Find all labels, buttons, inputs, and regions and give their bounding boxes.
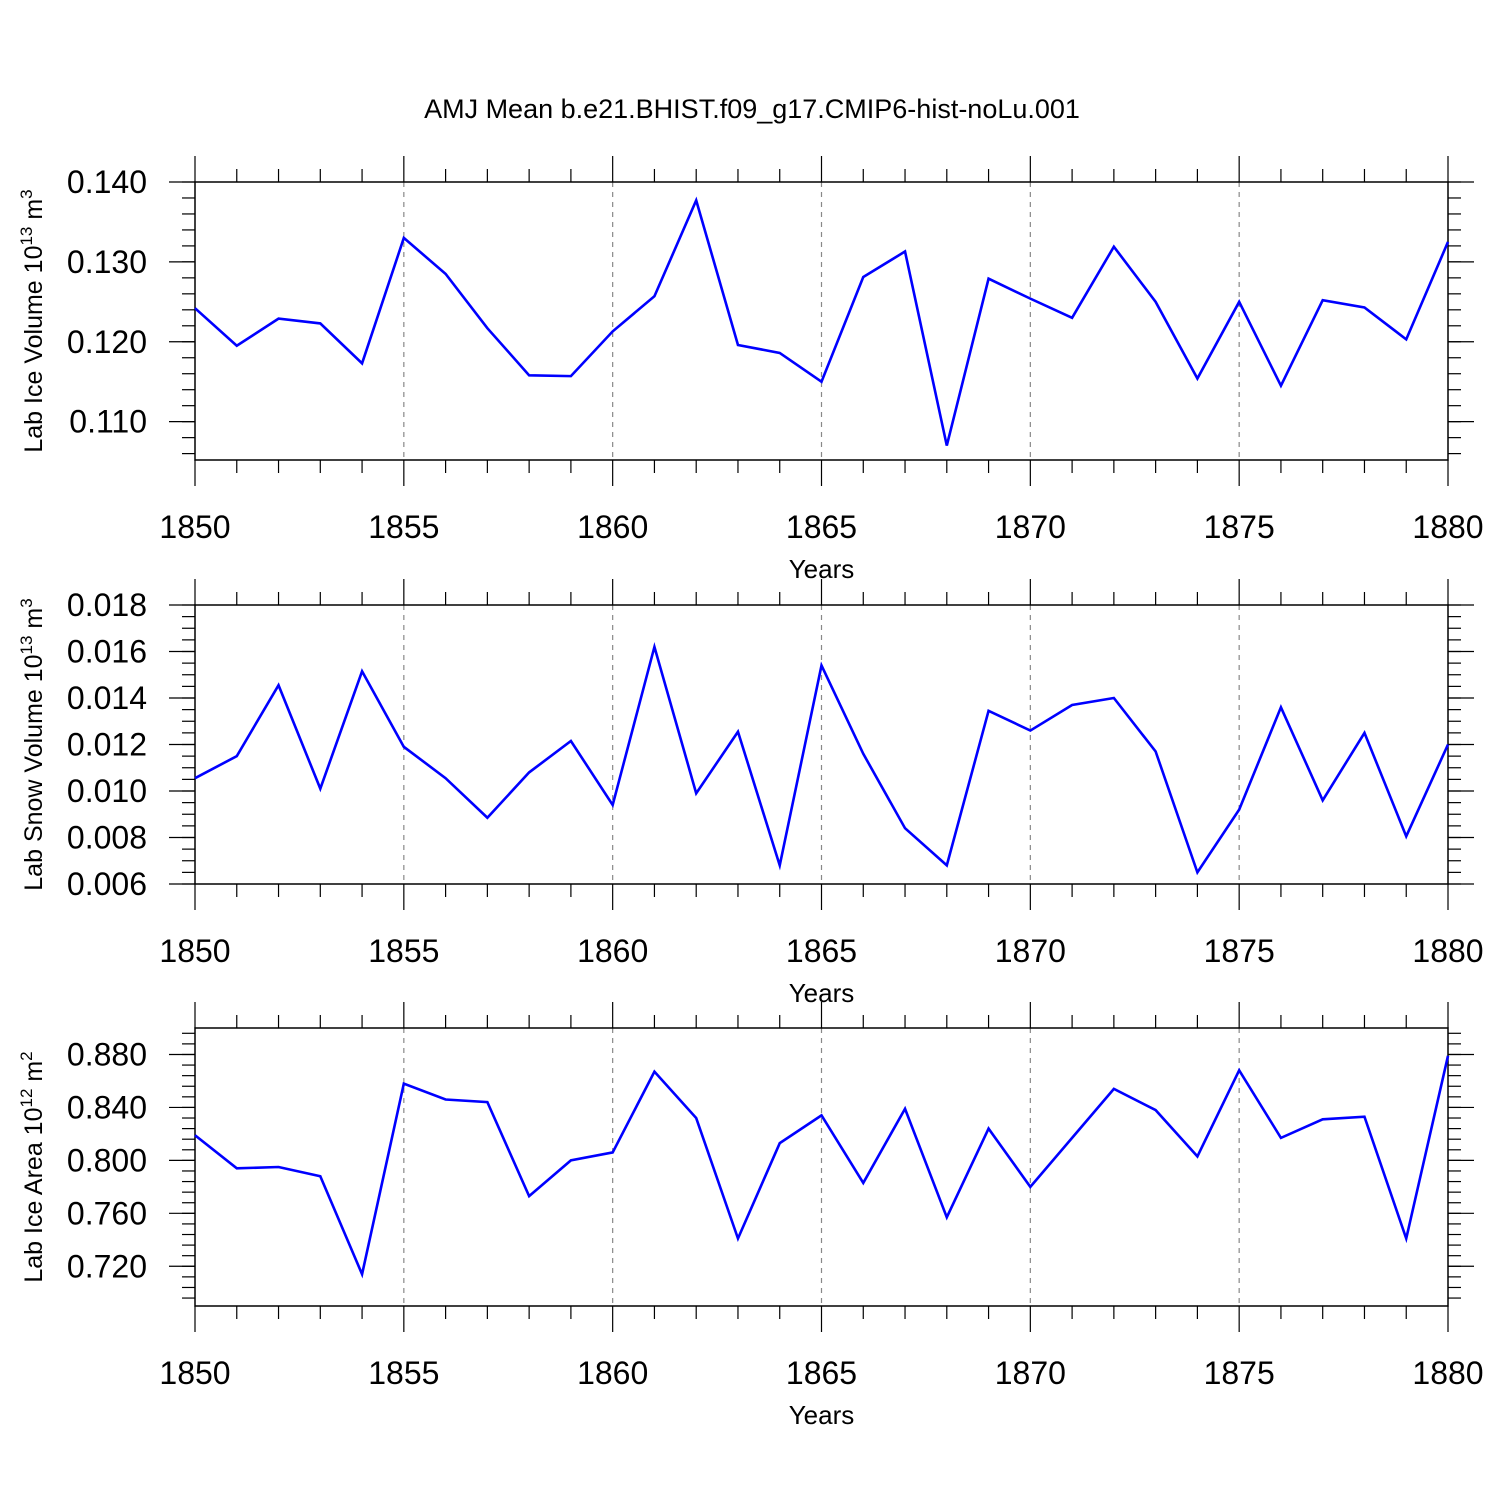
- x-tick-label: 1870: [995, 1355, 1066, 1391]
- y-tick-label: 0.014: [67, 680, 147, 716]
- y-axis-label-part: m: [20, 608, 48, 636]
- y-axis-label-part: Lab Ice Area 10: [20, 1108, 48, 1283]
- x-tick-label: 1880: [1412, 509, 1483, 545]
- y-tick-label: 0.010: [67, 773, 147, 809]
- x-tick-label: 1880: [1412, 1355, 1483, 1391]
- y-tick-label: 0.800: [67, 1142, 147, 1178]
- x-tick-label: 1865: [786, 1355, 857, 1391]
- y-tick-label: 0.840: [67, 1089, 147, 1125]
- chart-title: AMJ Mean b.e21.BHIST.f09_g17.CMIP6-hist-…: [424, 94, 1080, 124]
- y-axis-label-exponent: 3: [17, 598, 36, 607]
- y-axis-label: Lab Ice Volume 1013 m3: [17, 189, 48, 452]
- x-tick-label: 1865: [786, 933, 857, 969]
- y-tick-label: 0.140: [67, 164, 147, 200]
- y-axis-label: Lab Ice Area 1012 m2: [17, 1051, 48, 1282]
- y-axis-label-exponent: 2: [17, 1051, 36, 1060]
- x-tick-label: 1860: [577, 1355, 648, 1391]
- y-axis-label-exponent: 12: [17, 1089, 36, 1108]
- y-axis-label-part: Lab Ice Volume 10: [20, 246, 48, 453]
- y-axis-label-exponent: 13: [17, 636, 36, 655]
- x-tick-label: 1860: [577, 509, 648, 545]
- y-tick-label: 0.008: [67, 820, 147, 856]
- y-tick-label: 0.760: [67, 1195, 147, 1231]
- y-tick-label: 0.006: [67, 866, 147, 902]
- x-tick-label: 1850: [159, 1355, 230, 1391]
- x-tick-label: 1855: [368, 1355, 439, 1391]
- x-axis-label: Years: [789, 1400, 855, 1430]
- y-tick-label: 0.880: [67, 1036, 147, 1072]
- panel-2: 1850 1855 1860 1865 1870 1875 1880Years0.0060.…: [17, 579, 1484, 1008]
- panel-1: 1850 1855 1860 1865 1870 1875 1880Years0.1100.…: [17, 156, 1484, 584]
- y-axis-label-part: m: [20, 1061, 48, 1089]
- x-tick-label: 1850: [159, 933, 230, 969]
- y-axis-label: Lab Snow Volume 1013 m3: [17, 598, 48, 890]
- y-tick-label: 0.018: [67, 587, 147, 623]
- panel-3: 1850 1855 1860 1865 1870 1875 1880 Years 0.720 0.…: [17, 1002, 1484, 1430]
- y-tick-label: 0.016: [67, 634, 147, 670]
- y-tick-label: 0.720: [67, 1248, 147, 1284]
- y-tick-label: 0.120: [67, 324, 147, 360]
- x-tick-label: 1850: [159, 509, 230, 545]
- y-axis-label-exponent: 13: [17, 227, 36, 246]
- x-tick-label: 1855: [368, 933, 439, 969]
- x-tick-label: 1870: [995, 933, 1066, 969]
- series-line: [194, 641, 1450, 876]
- x-tick-label: 1865: [786, 509, 857, 545]
- x-tick-label: 1870: [995, 509, 1066, 545]
- x-tick-label: 1875: [1204, 933, 1275, 969]
- series-line: [194, 196, 1450, 446]
- y-axis-label-part: Lab Snow Volume 10: [20, 654, 48, 890]
- x-tick-label: 1875: [1204, 509, 1275, 545]
- y-tick-label: 0.012: [67, 727, 147, 763]
- y-axis-label-part: m: [20, 199, 48, 227]
- series-line: [194, 1055, 1450, 1279]
- y-tick-label: 0.130: [67, 244, 147, 280]
- y-axis-label-exponent: 3: [17, 189, 36, 198]
- x-tick-label: 1875: [1204, 1355, 1275, 1391]
- y-tick-label: 0.110: [69, 404, 147, 440]
- x-tick-label: 1860: [577, 933, 648, 969]
- x-tick-label: 1855: [368, 509, 439, 545]
- x-tick-label: 1880: [1412, 933, 1483, 969]
